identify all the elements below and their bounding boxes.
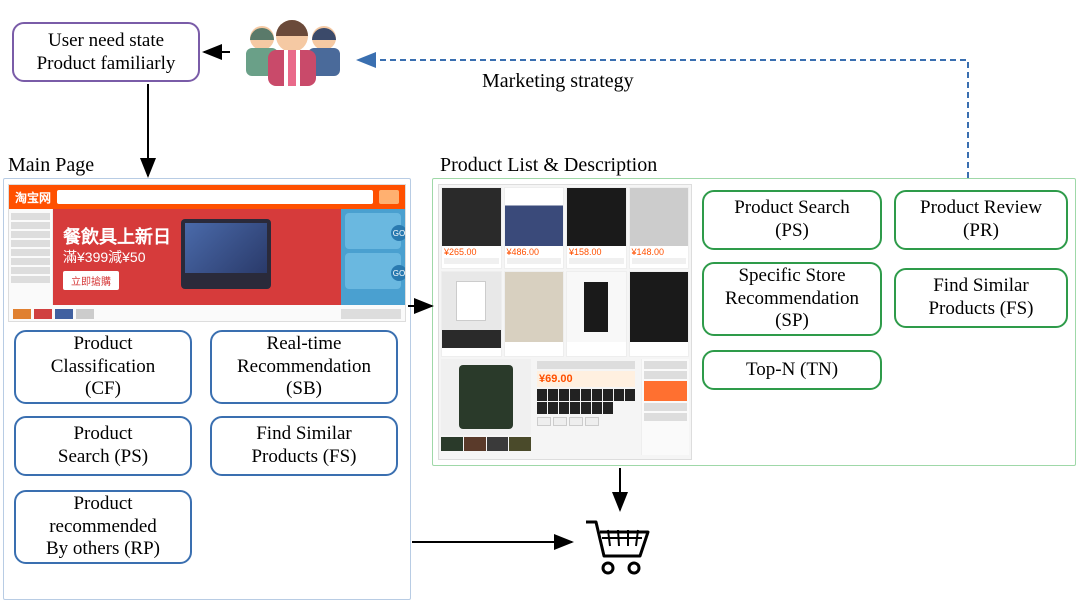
cart-icon <box>582 516 654 582</box>
arrow-productlist-to-cart <box>0 0 1081 603</box>
